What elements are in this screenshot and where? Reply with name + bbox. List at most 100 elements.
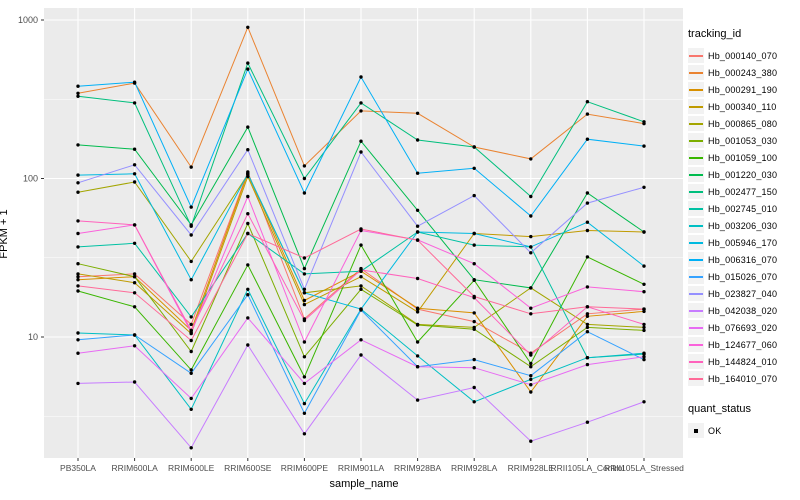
data-point: [415, 171, 420, 175]
series-color-line-icon: [689, 157, 703, 159]
data-point: [472, 319, 476, 324]
data-point: [415, 224, 420, 228]
data-point: [359, 287, 363, 291]
data-point: [415, 111, 420, 116]
legend-key-line-icon: [688, 184, 704, 199]
y-tick-label: 100: [23, 174, 38, 184]
data-point: [359, 275, 363, 279]
data-point: [415, 276, 420, 281]
legend-item-Hb_002477_150: Hb_002477_150: [688, 183, 800, 200]
data-point: [302, 318, 307, 323]
data-point: [189, 368, 193, 372]
legend-label: Hb_000340_110: [708, 101, 777, 112]
data-point: [132, 380, 137, 384]
legend-key-line-icon: [688, 65, 704, 80]
legend-item-Hb_164010_070: Hb_164010_070: [688, 370, 800, 387]
legend-label: Hb_005946_170: [708, 237, 778, 248]
data-point: [76, 284, 80, 288]
legend-label: Hb_006316_070: [708, 254, 778, 265]
data-point: [132, 241, 137, 245]
data-point: [189, 349, 193, 354]
data-point: [132, 272, 137, 276]
legend-section-quant-status: quant_status OK: [688, 403, 800, 439]
data-point: [529, 157, 533, 161]
series-color-line-icon: [689, 123, 703, 125]
data-point: [415, 138, 420, 142]
data-point: [529, 245, 533, 249]
data-point: [246, 287, 250, 291]
legend-title-quant-status: quant_status: [688, 403, 751, 415]
legend-label: Hb_124677_060: [708, 339, 778, 350]
data-point: [132, 281, 137, 285]
data-point: [189, 259, 193, 264]
data-point: [76, 289, 80, 293]
x-tick-label: RRII105LA_Control: [551, 463, 625, 473]
data-point: [642, 325, 646, 330]
legend-label: Hb_002477_150: [708, 186, 778, 197]
data-point: [132, 80, 137, 84]
data-point: [302, 411, 307, 415]
x-tick-label: RRIM600LA: [111, 463, 158, 473]
x-tick-label: RRIM600SE: [224, 463, 272, 473]
x-tick-label: PB350LA: [60, 463, 96, 473]
legend-key-line-icon: [688, 167, 704, 182]
data-point: [529, 377, 533, 382]
legend-item-Hb_001053_030: Hb_001053_030: [688, 132, 800, 149]
data-point: [585, 255, 590, 259]
data-point: [585, 100, 590, 104]
y-tick-label: 10: [28, 332, 38, 342]
data-point: [415, 310, 420, 314]
x-tick-label: RRIM928BA: [394, 463, 442, 473]
data-point: [529, 353, 533, 357]
data-point: [529, 194, 533, 199]
data-point: [642, 264, 646, 268]
data-point: [76, 143, 80, 147]
data-point: [472, 385, 476, 390]
series-color-line-icon: [689, 242, 703, 244]
data-point: [302, 381, 307, 386]
data-point: [302, 191, 307, 195]
data-point: [642, 307, 646, 311]
data-point: [585, 220, 590, 224]
data-point: [415, 323, 420, 327]
data-point: [472, 243, 476, 247]
data-point: [76, 262, 80, 266]
data-point: [189, 322, 193, 327]
legend-item-Hb_000243_380: Hb_000243_380: [688, 64, 800, 81]
data-point: [585, 201, 590, 205]
series-color-line-icon: [689, 174, 703, 176]
legend-item-Hb_144824_010: Hb_144824_010: [688, 353, 800, 370]
legend-item-Hb_005946_170: Hb_005946_170: [688, 234, 800, 251]
data-point: [302, 164, 307, 168]
data-point: [585, 228, 590, 233]
series-color-line-icon: [689, 89, 703, 91]
x-tick-label: RRII105LA_Stressed: [604, 463, 684, 473]
data-point: [132, 101, 137, 105]
data-point: [529, 214, 533, 218]
data-point: [415, 365, 420, 369]
data-point: [415, 230, 420, 234]
data-point: [302, 298, 307, 303]
data-point: [472, 193, 476, 198]
legend-key-line-icon: [688, 252, 704, 267]
legend-key-line-icon: [688, 303, 704, 318]
data-point: [529, 286, 533, 290]
data-point: [642, 328, 646, 333]
legend-label: Hb_076693_020: [708, 322, 778, 333]
legend-key-line-icon: [688, 116, 704, 131]
data-point: [415, 354, 420, 358]
data-point: [76, 91, 80, 96]
plot-panel: [44, 8, 683, 458]
data-point: [585, 305, 590, 309]
legend-label: Hb_001059_100: [708, 152, 778, 163]
series-color-line-icon: [689, 293, 703, 295]
legend-item-Hb_006316_070: Hb_006316_070: [688, 251, 800, 268]
data-point: [76, 181, 80, 185]
series-color-line-icon: [689, 344, 703, 346]
series-color-line-icon: [689, 327, 703, 329]
data-point: [642, 144, 646, 148]
data-point: [585, 362, 590, 367]
series-color-line-icon: [689, 378, 703, 380]
data-point: [415, 208, 420, 212]
legend-label: Hb_003206_030: [708, 220, 778, 231]
